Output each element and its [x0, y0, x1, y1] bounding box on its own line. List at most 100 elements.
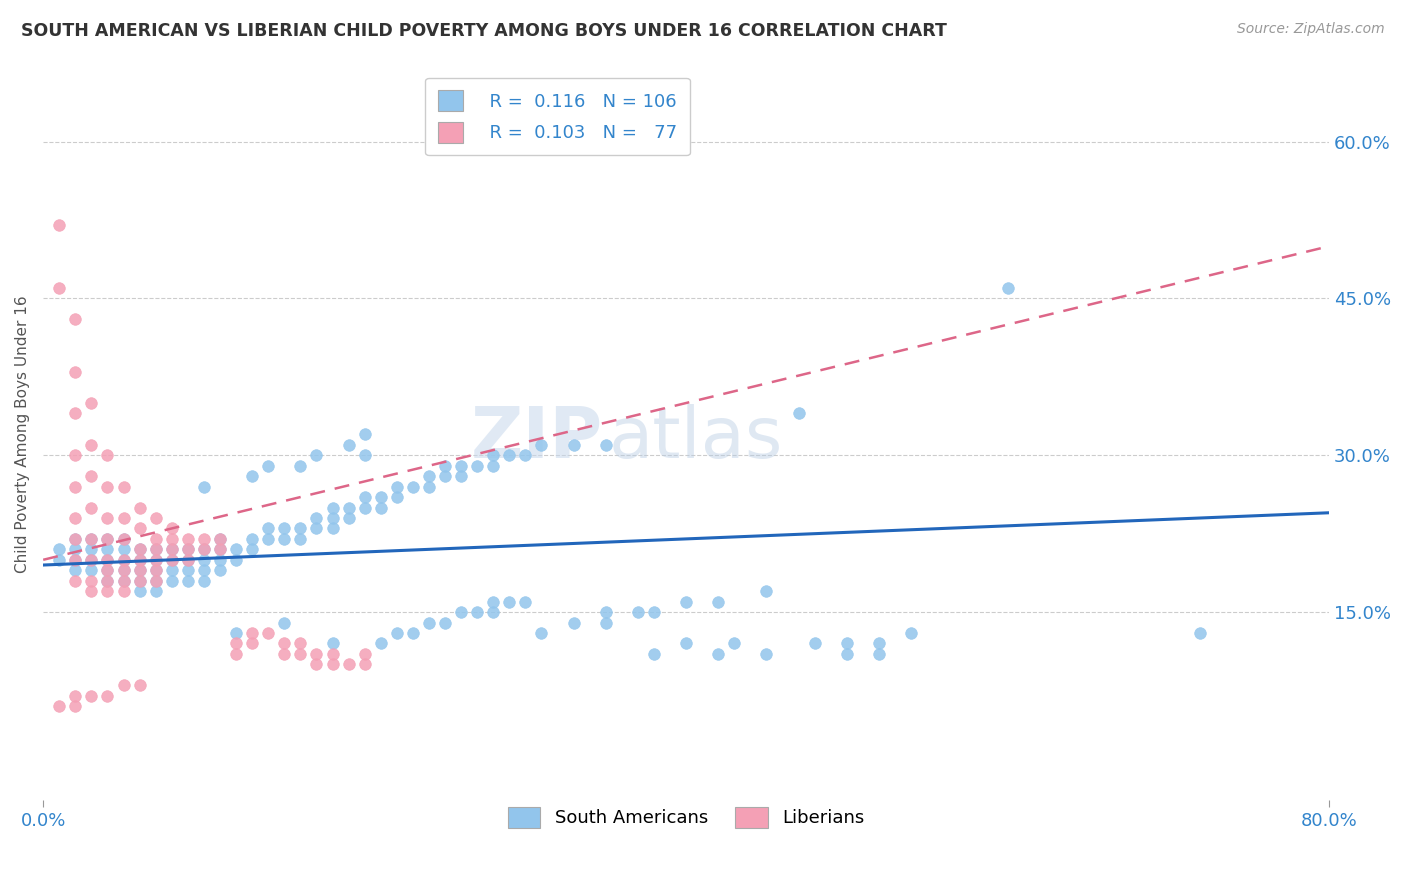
- Point: [290, 458, 312, 473]
- Point: [80, 542, 103, 557]
- Point: [160, 532, 183, 546]
- Point: [321, 657, 343, 672]
- Point: [337, 500, 360, 515]
- Point: [675, 636, 697, 650]
- Point: [450, 605, 472, 619]
- Point: [257, 532, 280, 546]
- Point: [112, 480, 135, 494]
- Point: [353, 647, 375, 661]
- Point: [128, 678, 150, 692]
- Point: [290, 636, 312, 650]
- Point: [530, 626, 553, 640]
- Point: [465, 458, 488, 473]
- Point: [240, 542, 263, 557]
- Point: [193, 574, 215, 588]
- Point: [321, 647, 343, 661]
- Point: [225, 626, 247, 640]
- Point: [562, 438, 585, 452]
- Point: [997, 281, 1019, 295]
- Point: [128, 563, 150, 577]
- Point: [321, 511, 343, 525]
- Point: [80, 469, 103, 483]
- Point: [337, 438, 360, 452]
- Point: [273, 521, 295, 535]
- Point: [755, 584, 778, 599]
- Point: [128, 553, 150, 567]
- Point: [353, 500, 375, 515]
- Point: [562, 615, 585, 630]
- Point: [193, 542, 215, 557]
- Point: [321, 521, 343, 535]
- Point: [273, 532, 295, 546]
- Point: [868, 647, 890, 661]
- Point: [96, 574, 118, 588]
- Point: [112, 511, 135, 525]
- Point: [595, 438, 617, 452]
- Point: [385, 480, 408, 494]
- Point: [900, 626, 922, 640]
- Y-axis label: Child Poverty Among Boys Under 16: Child Poverty Among Boys Under 16: [15, 295, 30, 574]
- Point: [112, 678, 135, 692]
- Point: [48, 699, 70, 714]
- Point: [96, 532, 118, 546]
- Point: [160, 542, 183, 557]
- Point: [112, 563, 135, 577]
- Point: [128, 584, 150, 599]
- Point: [193, 532, 215, 546]
- Point: [112, 584, 135, 599]
- Point: [385, 626, 408, 640]
- Point: [112, 553, 135, 567]
- Point: [128, 553, 150, 567]
- Point: [321, 500, 343, 515]
- Point: [273, 647, 295, 661]
- Point: [353, 490, 375, 504]
- Point: [402, 626, 425, 640]
- Point: [370, 636, 392, 650]
- Point: [145, 574, 167, 588]
- Point: [434, 469, 457, 483]
- Point: [65, 407, 87, 421]
- Point: [177, 542, 200, 557]
- Point: [96, 574, 118, 588]
- Point: [290, 532, 312, 546]
- Point: [450, 458, 472, 473]
- Point: [177, 563, 200, 577]
- Point: [482, 458, 505, 473]
- Point: [353, 427, 375, 442]
- Point: [65, 511, 87, 525]
- Point: [803, 636, 825, 650]
- Point: [112, 542, 135, 557]
- Point: [643, 605, 665, 619]
- Point: [65, 699, 87, 714]
- Point: [385, 490, 408, 504]
- Point: [208, 563, 231, 577]
- Point: [515, 448, 537, 462]
- Point: [112, 553, 135, 567]
- Point: [177, 542, 200, 557]
- Point: [482, 605, 505, 619]
- Point: [145, 574, 167, 588]
- Point: [80, 563, 103, 577]
- Point: [370, 490, 392, 504]
- Point: [96, 689, 118, 703]
- Point: [337, 511, 360, 525]
- Point: [402, 480, 425, 494]
- Point: [80, 574, 103, 588]
- Point: [240, 532, 263, 546]
- Point: [160, 574, 183, 588]
- Point: [145, 532, 167, 546]
- Point: [434, 615, 457, 630]
- Point: [707, 594, 730, 608]
- Point: [498, 594, 520, 608]
- Point: [418, 615, 440, 630]
- Point: [337, 657, 360, 672]
- Point: [225, 636, 247, 650]
- Point: [627, 605, 650, 619]
- Point: [128, 574, 150, 588]
- Point: [305, 657, 328, 672]
- Point: [48, 281, 70, 295]
- Text: SOUTH AMERICAN VS LIBERIAN CHILD POVERTY AMONG BOYS UNDER 16 CORRELATION CHART: SOUTH AMERICAN VS LIBERIAN CHILD POVERTY…: [21, 22, 948, 40]
- Point: [193, 563, 215, 577]
- Point: [321, 636, 343, 650]
- Point: [290, 647, 312, 661]
